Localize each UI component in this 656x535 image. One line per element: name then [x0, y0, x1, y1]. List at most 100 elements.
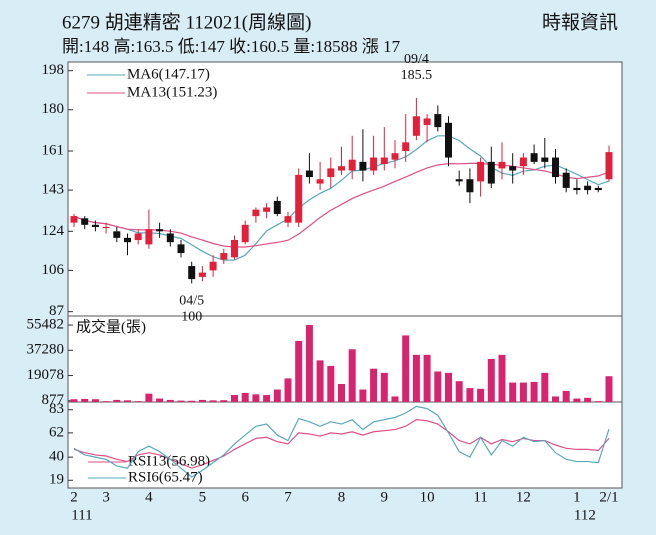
- candle-body: [477, 161, 485, 182]
- candle-body: [348, 159, 356, 171]
- volume-bar: [177, 400, 185, 402]
- candle-body: [519, 157, 527, 167]
- panel-title: 成交量(張): [76, 317, 146, 335]
- y-tick-label: 124: [42, 223, 65, 239]
- volume-bar: [102, 401, 110, 402]
- volume-bar: [145, 393, 153, 402]
- candle-body: [145, 229, 153, 245]
- volume-bar: [412, 354, 420, 402]
- candle-body: [124, 237, 131, 243]
- volume-bar: [70, 399, 78, 402]
- candle-body: [445, 122, 452, 158]
- y-tick-label: 40: [49, 449, 64, 465]
- candle-body: [295, 174, 303, 223]
- volume-bar: [477, 388, 485, 402]
- candle-body: [434, 114, 442, 128]
- candle-body: [305, 170, 313, 178]
- ma-line: [73, 135, 610, 261]
- x-tick-label: 2/1: [599, 489, 618, 505]
- volume-bar: [124, 400, 131, 402]
- annotation-date: 09/4: [404, 52, 429, 67]
- ma-line: [73, 162, 610, 248]
- candle-body: [552, 157, 559, 178]
- x-tick-label: 9: [381, 489, 389, 505]
- y-tick-label: 106: [42, 262, 65, 278]
- candle-body: [102, 226, 110, 228]
- candle-body: [156, 229, 164, 232]
- volume-bar: [466, 388, 474, 402]
- candle-body: [231, 240, 238, 258]
- x-tick-label: 11: [473, 489, 487, 505]
- annotation-date: 04/5: [179, 294, 204, 309]
- y-tick-label: 37280: [27, 342, 65, 358]
- volume-bar: [402, 335, 410, 402]
- candle-body: [466, 179, 474, 193]
- candle-body: [188, 266, 196, 280]
- candle-body: [584, 185, 592, 191]
- title: 6279 胡連精密 112021(周線圖): [62, 11, 311, 33]
- annotation-value: 100: [181, 310, 202, 325]
- volume-bar: [573, 398, 581, 402]
- legend-label: RSI6(65.47): [128, 469, 203, 485]
- candle-body: [487, 161, 495, 184]
- volume-bar: [263, 395, 271, 402]
- candle-body: [359, 161, 367, 171]
- candle-body: [423, 118, 431, 125]
- y-tick-label: 19: [49, 472, 64, 488]
- candle-body: [455, 179, 463, 182]
- x-tick-label: 12: [516, 489, 531, 505]
- panel: [67, 401, 623, 489]
- volume-bar: [605, 376, 613, 402]
- panel: [67, 61, 623, 317]
- y-tick-label: 55482: [27, 316, 65, 332]
- volume-bar: [509, 382, 517, 402]
- volume-bar: [541, 372, 549, 402]
- candle-body: [573, 187, 581, 191]
- candle-body: [530, 153, 538, 162]
- volume-bar: [91, 399, 99, 402]
- volume-bar: [487, 359, 495, 402]
- volume-bar: [562, 390, 570, 402]
- candle-body: [166, 233, 174, 243]
- volume-bar: [327, 365, 335, 402]
- x-tick-label: 3: [102, 489, 110, 505]
- volume-bar: [156, 398, 164, 402]
- volume-bar: [273, 389, 281, 402]
- x-tick-label: 10: [420, 489, 435, 505]
- volume-bar: [113, 399, 121, 402]
- volume-bar: [209, 400, 217, 402]
- candle-body: [273, 200, 281, 214]
- x-tick-label: 1: [573, 489, 581, 505]
- volume-bar: [198, 399, 206, 402]
- volume-bar: [498, 354, 506, 402]
- volume-bar: [220, 400, 228, 402]
- candle-body: [412, 116, 420, 136]
- candle-body: [263, 207, 271, 212]
- x-tick-label: 5: [199, 489, 207, 505]
- y-tick-label: 198: [42, 62, 65, 78]
- candle-body: [562, 172, 570, 188]
- candle-body: [594, 187, 602, 191]
- volume-bar: [552, 396, 559, 402]
- candle-body: [509, 166, 517, 171]
- candle-body: [177, 244, 185, 254]
- volume-bar: [231, 395, 238, 402]
- volume-bar: [252, 394, 260, 402]
- volume-bar: [391, 396, 399, 402]
- x-tick-label: 7: [284, 489, 292, 505]
- volume-bar: [434, 371, 442, 402]
- x-year-label: 112: [574, 507, 596, 523]
- candle-body: [209, 261, 217, 271]
- volume-bar: [594, 401, 602, 402]
- annotation-value: 185.5: [401, 68, 433, 83]
- volume-bar: [530, 381, 538, 402]
- candle-body: [284, 216, 292, 223]
- x-year-label: 111: [71, 507, 92, 523]
- x-tick-label: 2: [70, 489, 78, 505]
- rsi-line: [73, 405, 610, 478]
- candle-body: [252, 209, 260, 217]
- candle-body: [338, 166, 345, 171]
- source: 時報資訊: [542, 11, 618, 33]
- y-tick-label: 87: [49, 303, 65, 319]
- candle-body: [541, 157, 549, 162]
